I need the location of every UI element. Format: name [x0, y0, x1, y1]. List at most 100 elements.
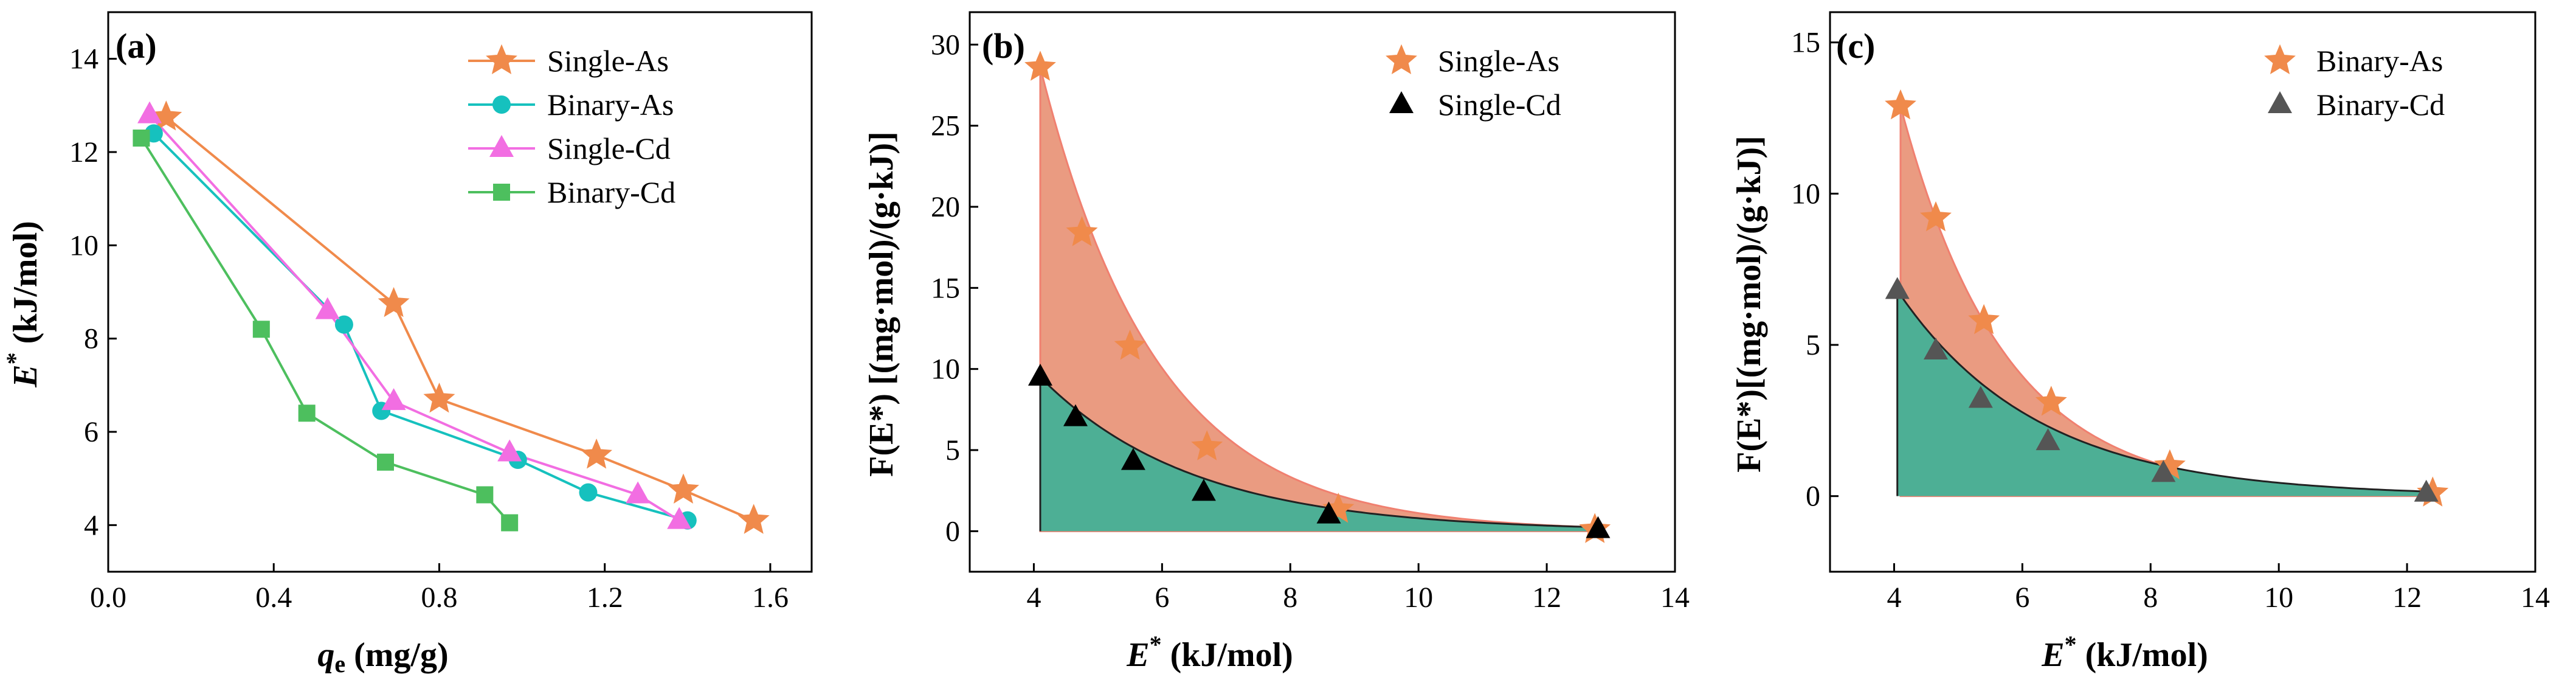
data-point-single-as: [423, 382, 455, 413]
x-tick-label: 10: [1404, 581, 1433, 614]
data-point-binary-cd: [376, 453, 394, 471]
data-point-binary-cd: [476, 486, 494, 504]
y-tick-label: 10: [69, 229, 98, 262]
legend-marker-binary-as: [492, 95, 511, 114]
x-tick-label: 1.2: [587, 581, 623, 614]
legend-label-single-cd: Single-Cd: [1438, 88, 1561, 122]
data-point-single-cd: [1028, 364, 1052, 386]
data-point-binary-cd: [133, 130, 150, 147]
legend-marker-single-cd: [489, 135, 514, 157]
y-tick-label: 14: [69, 43, 98, 75]
series-line-single-as: [165, 116, 754, 522]
data-point-single-cd: [1121, 448, 1145, 470]
legend-marker-binary-cd: [2268, 91, 2292, 113]
data-point-single-cd: [667, 507, 692, 529]
data-point-single-cd: [626, 481, 651, 504]
data-point-single-cd: [1586, 516, 1611, 538]
panel-c-xlabel: E* (kJ/mol): [2041, 631, 2208, 674]
fit-curve-single-cd: [1039, 375, 1600, 532]
legend-label-single-as: Single-As: [547, 44, 669, 78]
data-point-single-as: [1024, 50, 1056, 81]
data-point-binary-as: [1885, 89, 1916, 120]
data-point-single-as: [1191, 430, 1223, 460]
data-point-binary-cd: [501, 514, 519, 532]
data-point-single-cd: [1316, 501, 1341, 524]
x-tick-label: 14: [1660, 581, 1690, 614]
x-tick-label: 8: [2143, 581, 2158, 614]
x-tick-label: 0.0: [90, 581, 126, 614]
x-tick-label: 10: [2264, 581, 2293, 614]
panel-a-xlabel: qe (mg/g): [317, 636, 448, 678]
y-tick-label: 20: [931, 191, 960, 223]
data-point-single-cd: [497, 439, 522, 462]
data-point-single-cd: [137, 101, 162, 123]
panel-c: 4 6 8 10 12 14 0 5 10 15 Binary-As Binary-Cd (c) E…: [1730, 11, 2550, 674]
data-point-binary-cd: [298, 404, 316, 422]
legend-label-binary-as: Binary-As: [547, 88, 674, 122]
legend-label-single-cd: Single-Cd: [547, 131, 671, 165]
panel-b-label: (b): [982, 26, 1025, 66]
y-tick-label: 6: [84, 416, 98, 448]
y-tick-label: 25: [931, 110, 960, 142]
legend-label-single-as: Single-As: [1438, 44, 1559, 78]
data-point-single-as: [581, 438, 613, 469]
data-point-single-as: [378, 286, 410, 317]
data-point-binary-as: [2035, 386, 2067, 416]
x-tick-label: 14: [2521, 581, 2550, 614]
data-point-binary-cd: [2036, 428, 2060, 451]
y-tick-label: 10: [931, 353, 960, 386]
data-point-binary-cd: [1924, 337, 1948, 359]
x-tick-label: 12: [2392, 581, 2422, 614]
x-tick-label: 6: [1155, 581, 1169, 614]
data-point-binary-as: [579, 483, 598, 502]
y-tick-label: 5: [1806, 329, 1820, 361]
data-point-single-cd: [315, 297, 340, 319]
x-tick-label: 0.8: [421, 581, 457, 614]
panel-b: 4 6 8 10 12 14 0 5 10 15 20 25 30 Single-As Single-Cd…: [863, 11, 1690, 674]
data-point-single-as: [737, 504, 770, 534]
legend-marker-binary-as: [2264, 44, 2296, 75]
x-tick-label: 12: [1532, 581, 1561, 614]
panel-a-label: (a): [116, 26, 157, 66]
data-point-single-as: [668, 473, 699, 504]
area-fill-single-as: [1039, 67, 1596, 532]
x-tick-label: 8: [1283, 581, 1297, 614]
panel-c-ylabel: F(E*)[(mg·mol)/(g·kJ)]: [1730, 136, 1768, 473]
legend-label-binary-cd: Binary-Cd: [2316, 88, 2445, 122]
data-point-single-cd: [381, 388, 406, 411]
y-tick-label: 5: [945, 434, 960, 467]
data-point-binary-as: [1920, 201, 1952, 232]
data-point-binary-as: [1968, 304, 2000, 335]
area-fill-binary-cd: [1897, 290, 2426, 496]
plot-frame: [1829, 11, 2536, 573]
y-tick-label: 4: [84, 509, 98, 541]
legend-label-binary-as: Binary-As: [2316, 44, 2443, 78]
data-point-binary-cd: [2151, 460, 2176, 482]
data-point-single-as: [1114, 329, 1146, 360]
x-tick-label: 4: [1026, 581, 1041, 614]
y-tick-label: 12: [69, 136, 98, 168]
legend-marker-single-as: [1386, 44, 1417, 75]
panel-b-xlabel: E* (kJ/mol): [1126, 631, 1293, 674]
data-point-binary-cd: [252, 321, 270, 338]
data-point-single-cd: [1063, 404, 1088, 426]
panel-a: 0.0 0.4 0.8 1.2 1.6 4 6 8 10 12 14 Single-As Binary…: [1, 11, 813, 678]
legend-marker-single-cd: [1389, 91, 1414, 113]
data-point-binary-cd: [1968, 386, 1993, 408]
y-tick-label: 8: [84, 323, 98, 355]
y-tick-label: 10: [1791, 178, 1820, 210]
panel-b-ylabel: F(E*) [(mg·mol)/(g·kJ)]: [863, 131, 900, 477]
panel-a-ylabel: E* (kJ/mol): [1, 221, 44, 388]
legend-marker-binary-cd: [493, 184, 510, 201]
x-tick-label: 1.6: [752, 581, 789, 614]
x-tick-label: 6: [2015, 581, 2029, 614]
x-tick-label: 0.4: [255, 581, 292, 614]
data-point-binary-cd: [1885, 277, 1910, 299]
y-tick-label: 15: [1791, 27, 1820, 59]
y-tick-label: 15: [931, 272, 960, 304]
x-tick-label: 4: [1887, 581, 1901, 614]
legend-label-binary-cd: Binary-Cd: [547, 175, 675, 209]
panel-c-label: (c): [1836, 26, 1875, 66]
y-tick-label: 0: [945, 515, 960, 547]
